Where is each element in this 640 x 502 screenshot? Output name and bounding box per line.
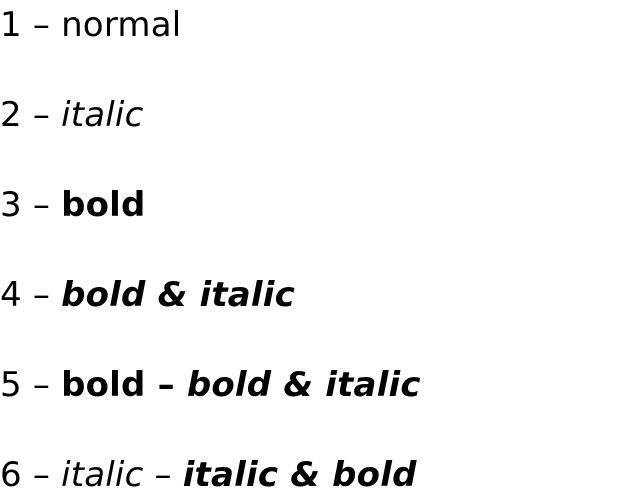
dash-separator: –	[21, 455, 62, 495]
bold-italic-text: bold & italic	[61, 275, 295, 315]
line-number: 4	[0, 275, 22, 315]
line-number: 5	[0, 365, 22, 405]
dash-separator: –	[21, 365, 62, 405]
italic-bold-text: italic & bold	[182, 455, 417, 495]
dash-separator: –	[21, 5, 62, 45]
text-line-5: 5 – bold – bold & italic	[0, 368, 421, 402]
line-number: 2	[0, 95, 22, 135]
line-number: 1	[0, 5, 22, 45]
line-number: 6	[0, 455, 22, 495]
text-line-2: 2 – italic	[0, 98, 143, 132]
dash-separator: –	[21, 185, 62, 225]
text-line-4: 4 – bold & italic	[0, 278, 295, 312]
text-line-3: 3 – bold	[0, 188, 146, 222]
dash-separator: –	[21, 275, 62, 315]
dash-separator: –	[21, 95, 62, 135]
italic-text: italic	[61, 95, 144, 135]
italic-text: italic –	[61, 455, 183, 495]
bold-italic-text: bold & italic	[186, 365, 421, 405]
line-number: 3	[0, 185, 22, 225]
normal-text: normal	[61, 5, 182, 45]
text-line-1: 1 – normal	[0, 8, 181, 42]
text-line-6: 6 – italic – italic & bold	[0, 458, 417, 492]
bold-text: bold	[61, 185, 146, 225]
bold-text: bold –	[61, 365, 187, 405]
